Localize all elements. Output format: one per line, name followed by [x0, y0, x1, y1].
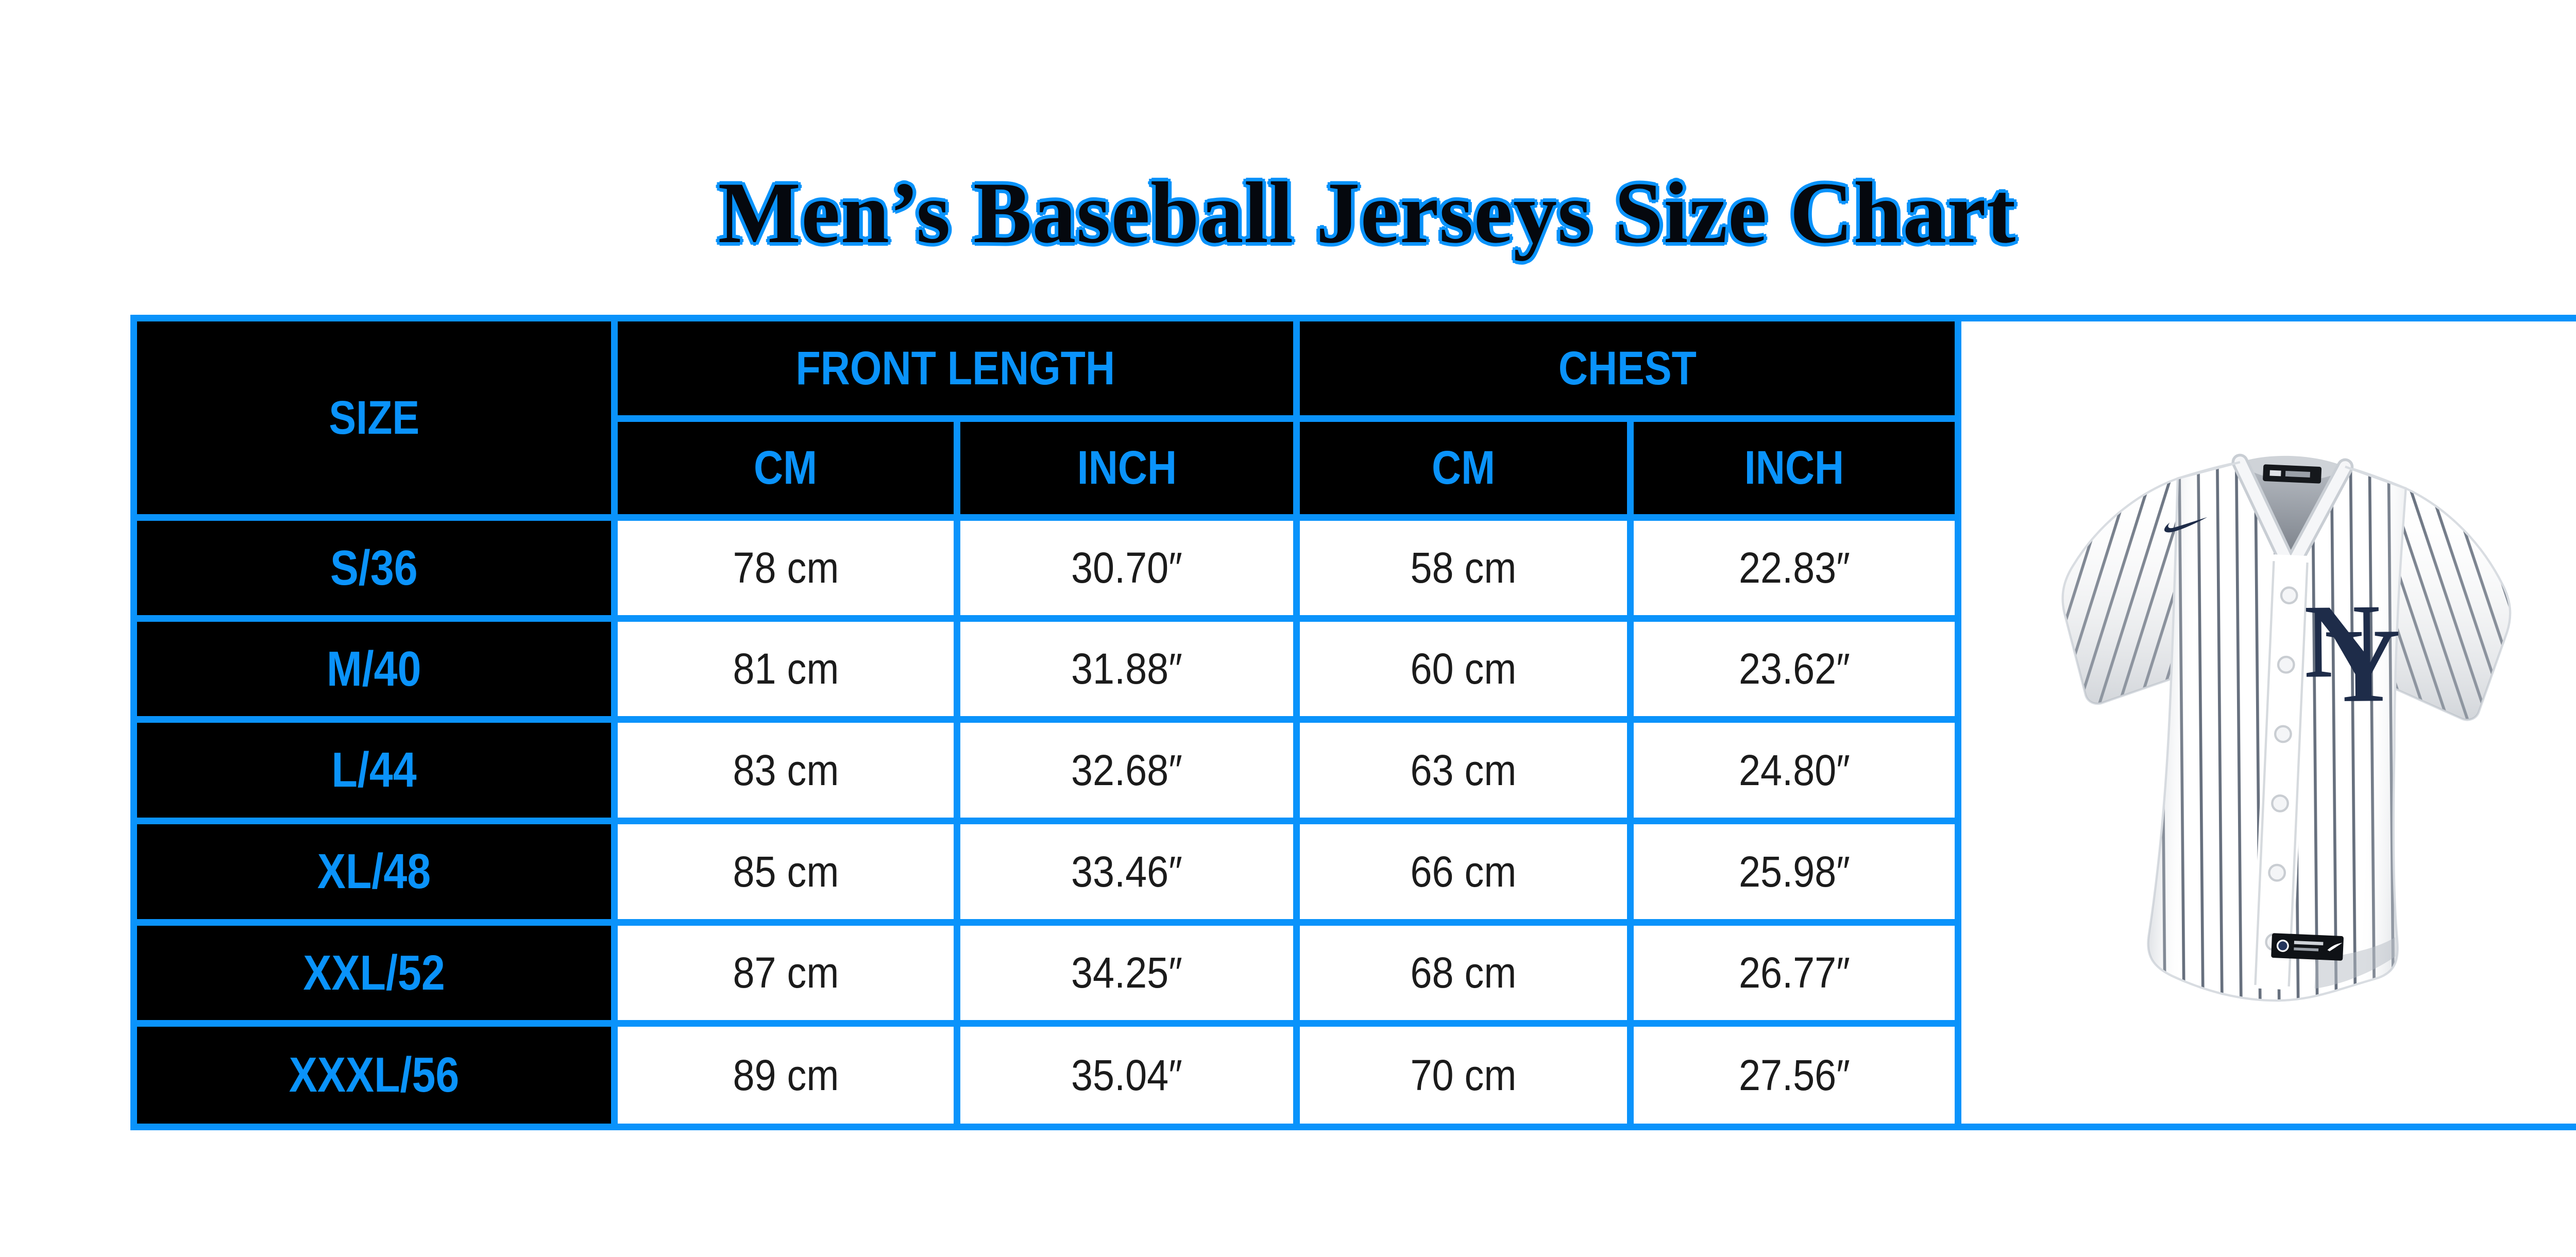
subheader-front-cm: CM [611, 415, 960, 521]
chest-inch-cell: 26.77″ [1627, 919, 1961, 1027]
size-cell: XXL/52 [130, 919, 618, 1027]
chest-inch-cell: 24.80″ [1627, 716, 1961, 824]
front-inch-cell: 31.88″ [954, 615, 1300, 723]
shoulder-seams [2177, 461, 2406, 489]
jersey-group: N Y [2045, 453, 2517, 1010]
header-row-units: CM INCH CM INCH [134, 415, 2576, 521]
front-inch-cell: 33.46″ [954, 818, 1300, 926]
jersey-left-sleeve [2058, 473, 2189, 707]
hem-shadow [2314, 937, 2396, 989]
front-inch-cell: 35.04″ [954, 1020, 1300, 1130]
front-inch-cell: 34.25″ [954, 919, 1300, 1027]
front-inch-cell: 32.68″ [954, 716, 1300, 824]
chest-inch-cell: 25.98″ [1627, 818, 1961, 926]
chest-inch-cell: 23.62″ [1627, 615, 1961, 723]
table-row: XXXL/56 89 cm 35.04″ 70 cm 27.56″ [130, 1020, 2576, 1130]
size-table: SIZE FRONT LENGTH CHEST [130, 315, 2576, 1130]
front-cm-cell: 89 cm [611, 1020, 960, 1130]
jersey-torso [2146, 459, 2418, 1006]
front-cm-cell: 85 cm [611, 818, 960, 926]
table-row: M/40 81 cm 31.88″ 60 cm 23.62″ [130, 615, 2576, 723]
jersey-image: N Y [1990, 453, 2572, 1070]
table-row: XL/48 85 cm 33.46″ 66 cm 25.98″ [130, 818, 2576, 926]
size-cell: S/36 [130, 514, 618, 622]
ny-logo: N Y [2303, 583, 2401, 724]
nike-swoosh-icon [2164, 517, 2207, 533]
front-cm-cell: 83 cm [611, 716, 960, 824]
ny-logo-n: N [2303, 583, 2380, 700]
neck-opening [2240, 462, 2345, 566]
subheader-chest-cm: CM [1293, 415, 1634, 521]
chest-cm-cell: 60 cm [1293, 615, 1634, 723]
chest-cm-cell: 66 cm [1293, 818, 1634, 926]
size-cell: M/40 [130, 615, 618, 723]
jersey-panel: N Y [1955, 315, 2576, 1130]
header-front-length: FRONT LENGTH [611, 315, 1300, 422]
front-cm-cell: 78 cm [611, 514, 960, 622]
jock-tag [2270, 932, 2344, 961]
table-row: L/44 83 cm 32.68″ 63 cm 24.80″ [130, 716, 2576, 824]
subheader-front-inch: INCH [954, 415, 1300, 521]
front-cm-cell: 81 cm [611, 615, 960, 723]
header-chest: CHEST [1293, 315, 1961, 422]
front-inch-cell: 30.70″ [954, 514, 1300, 622]
size-cell: L/44 [130, 716, 618, 824]
size-cell: XXXL/56 [130, 1020, 618, 1130]
chest-cm-cell: 63 cm [1293, 716, 1634, 824]
chest-cm-cell: 58 cm [1293, 514, 1634, 622]
button-placket [2251, 554, 2311, 990]
size-cell: XL/48 [130, 818, 618, 926]
chest-inch-cell: 27.56″ [1627, 1020, 1961, 1130]
collar-trim [2231, 453, 2353, 572]
header-size: SIZE [130, 315, 618, 521]
chest-inch-cell: 22.83″ [1627, 514, 1961, 622]
chest-cm-cell: 68 cm [1293, 919, 1634, 1027]
subheader-chest-inch: INCH [1627, 415, 1961, 521]
ny-logo-y: Y [2324, 607, 2401, 724]
table-row: XXL/52 87 cm 34.25″ 68 cm 26.77″ [130, 919, 2576, 1027]
chest-cm-cell: 70 cm [1293, 1020, 1634, 1130]
collar-label [2262, 464, 2321, 484]
header-row-groups: SIZE FRONT LENGTH CHEST [130, 315, 2576, 1130]
page-title: Men’s Baseball Jerseys Size Chart [718, 164, 2016, 261]
table-row: S/36 78 cm 30.70″ 58 cm 22.83″ [130, 514, 2576, 622]
front-cm-cell: 87 cm [611, 919, 960, 1027]
